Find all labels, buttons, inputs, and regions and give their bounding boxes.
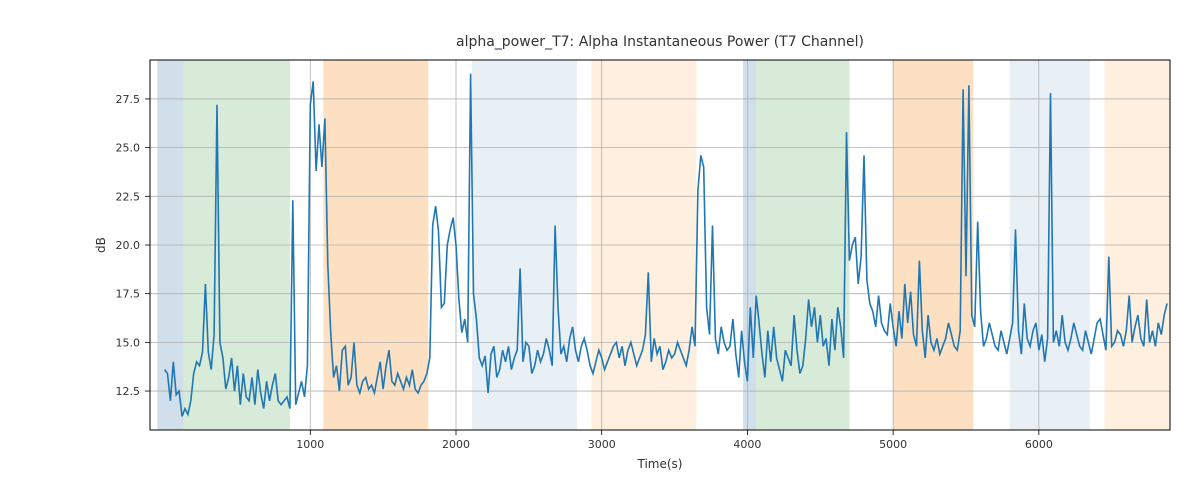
y-tick-label: 22.5 <box>116 190 141 203</box>
x-tick-label: 4000 <box>733 438 761 451</box>
y-tick-label: 25.0 <box>116 142 141 155</box>
y-tick-label: 20.0 <box>116 239 141 252</box>
y-tick-label: 17.5 <box>116 288 141 301</box>
x-tick-label: 1000 <box>296 438 324 451</box>
y-axis-label: dB <box>94 237 108 253</box>
x-axis-label: Time(s) <box>637 457 683 471</box>
y-tick-label: 12.5 <box>116 385 141 398</box>
x-tick-label: 3000 <box>588 438 616 451</box>
y-ticks: 12.5 15.0 17.5 20.0 22.5 25.0 27.5 <box>116 93 151 398</box>
x-tick-label: 6000 <box>1025 438 1053 451</box>
x-tick-label: 2000 <box>442 438 470 451</box>
chart-title: alpha_power_T7: Alpha Instantaneous Powe… <box>456 34 864 50</box>
x-ticks: 1000 2000 3000 4000 5000 6000 <box>296 430 1053 451</box>
x-tick-label: 5000 <box>879 438 907 451</box>
y-tick-label: 27.5 <box>116 93 141 106</box>
line-chart: alpha_power_T7: Alpha Instantaneous Powe… <box>0 0 1200 500</box>
y-tick-label: 15.0 <box>116 336 141 349</box>
